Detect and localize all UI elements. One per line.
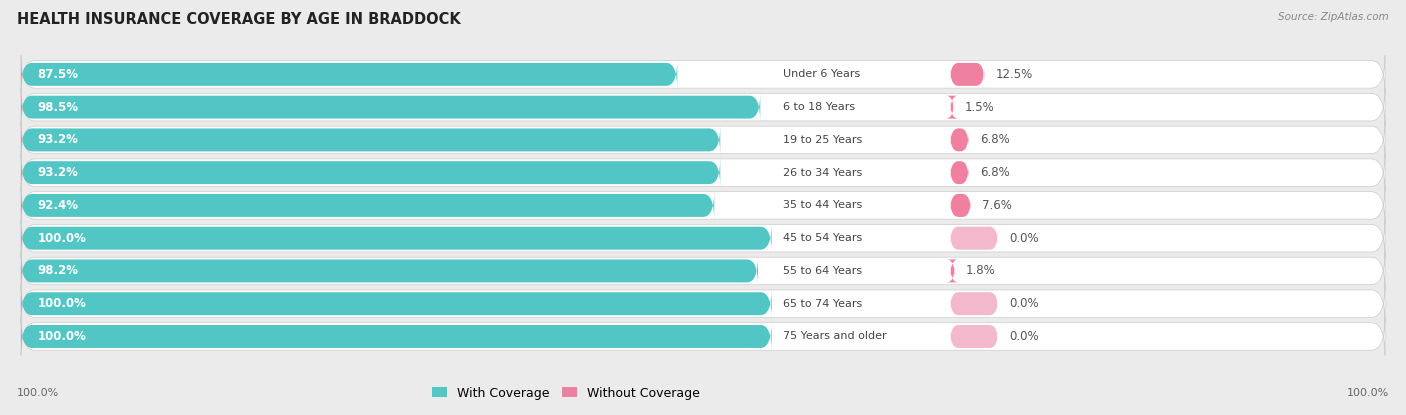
Text: 45 to 54 Years: 45 to 54 Years: [783, 233, 862, 243]
Text: 75 Years and older: 75 Years and older: [783, 332, 886, 342]
Text: 7.6%: 7.6%: [981, 199, 1012, 212]
FancyBboxPatch shape: [21, 256, 758, 286]
Text: 0.0%: 0.0%: [1010, 297, 1039, 310]
FancyBboxPatch shape: [21, 223, 772, 253]
Text: 6.8%: 6.8%: [980, 133, 1010, 146]
Text: 35 to 44 Years: 35 to 44 Years: [783, 200, 862, 210]
Text: 1.8%: 1.8%: [966, 264, 995, 278]
Text: 93.2%: 93.2%: [38, 166, 79, 179]
Text: 93.2%: 93.2%: [38, 133, 79, 146]
FancyBboxPatch shape: [21, 93, 761, 122]
Legend: With Coverage, Without Coverage: With Coverage, Without Coverage: [427, 382, 704, 405]
FancyBboxPatch shape: [946, 96, 959, 119]
FancyBboxPatch shape: [950, 161, 969, 184]
FancyBboxPatch shape: [21, 55, 1385, 93]
FancyBboxPatch shape: [946, 259, 959, 283]
FancyBboxPatch shape: [21, 190, 714, 220]
FancyBboxPatch shape: [950, 325, 998, 348]
Text: Source: ZipAtlas.com: Source: ZipAtlas.com: [1278, 12, 1389, 22]
FancyBboxPatch shape: [21, 154, 1385, 192]
Text: 6.8%: 6.8%: [980, 166, 1010, 179]
FancyBboxPatch shape: [21, 317, 1385, 356]
Text: 100.0%: 100.0%: [17, 388, 59, 398]
Text: 26 to 34 Years: 26 to 34 Years: [783, 168, 862, 178]
FancyBboxPatch shape: [21, 88, 1385, 126]
Text: 100.0%: 100.0%: [38, 232, 86, 245]
FancyBboxPatch shape: [21, 121, 1385, 159]
FancyBboxPatch shape: [21, 125, 720, 155]
Text: 100.0%: 100.0%: [38, 297, 86, 310]
FancyBboxPatch shape: [21, 60, 678, 89]
Text: 19 to 25 Years: 19 to 25 Years: [783, 135, 862, 145]
FancyBboxPatch shape: [21, 186, 1385, 225]
Text: 100.0%: 100.0%: [1347, 388, 1389, 398]
Text: 1.5%: 1.5%: [965, 100, 995, 114]
Text: 65 to 74 Years: 65 to 74 Years: [783, 299, 862, 309]
FancyBboxPatch shape: [950, 292, 998, 315]
FancyBboxPatch shape: [21, 322, 772, 351]
Text: 55 to 64 Years: 55 to 64 Years: [783, 266, 862, 276]
Text: 98.2%: 98.2%: [38, 264, 79, 278]
Text: Under 6 Years: Under 6 Years: [783, 69, 860, 79]
FancyBboxPatch shape: [950, 128, 969, 151]
FancyBboxPatch shape: [21, 219, 1385, 257]
Text: 0.0%: 0.0%: [1010, 330, 1039, 343]
FancyBboxPatch shape: [950, 227, 998, 250]
Text: 6 to 18 Years: 6 to 18 Years: [783, 102, 855, 112]
FancyBboxPatch shape: [21, 158, 720, 188]
FancyBboxPatch shape: [21, 252, 1385, 290]
FancyBboxPatch shape: [21, 285, 1385, 323]
Text: HEALTH INSURANCE COVERAGE BY AGE IN BRADDOCK: HEALTH INSURANCE COVERAGE BY AGE IN BRAD…: [17, 12, 461, 27]
Text: 12.5%: 12.5%: [995, 68, 1032, 81]
Text: 0.0%: 0.0%: [1010, 232, 1039, 245]
FancyBboxPatch shape: [21, 289, 772, 318]
Text: 100.0%: 100.0%: [38, 330, 86, 343]
FancyBboxPatch shape: [950, 194, 972, 217]
Text: 87.5%: 87.5%: [38, 68, 79, 81]
FancyBboxPatch shape: [950, 63, 984, 86]
Text: 98.5%: 98.5%: [38, 100, 79, 114]
Text: 92.4%: 92.4%: [38, 199, 79, 212]
